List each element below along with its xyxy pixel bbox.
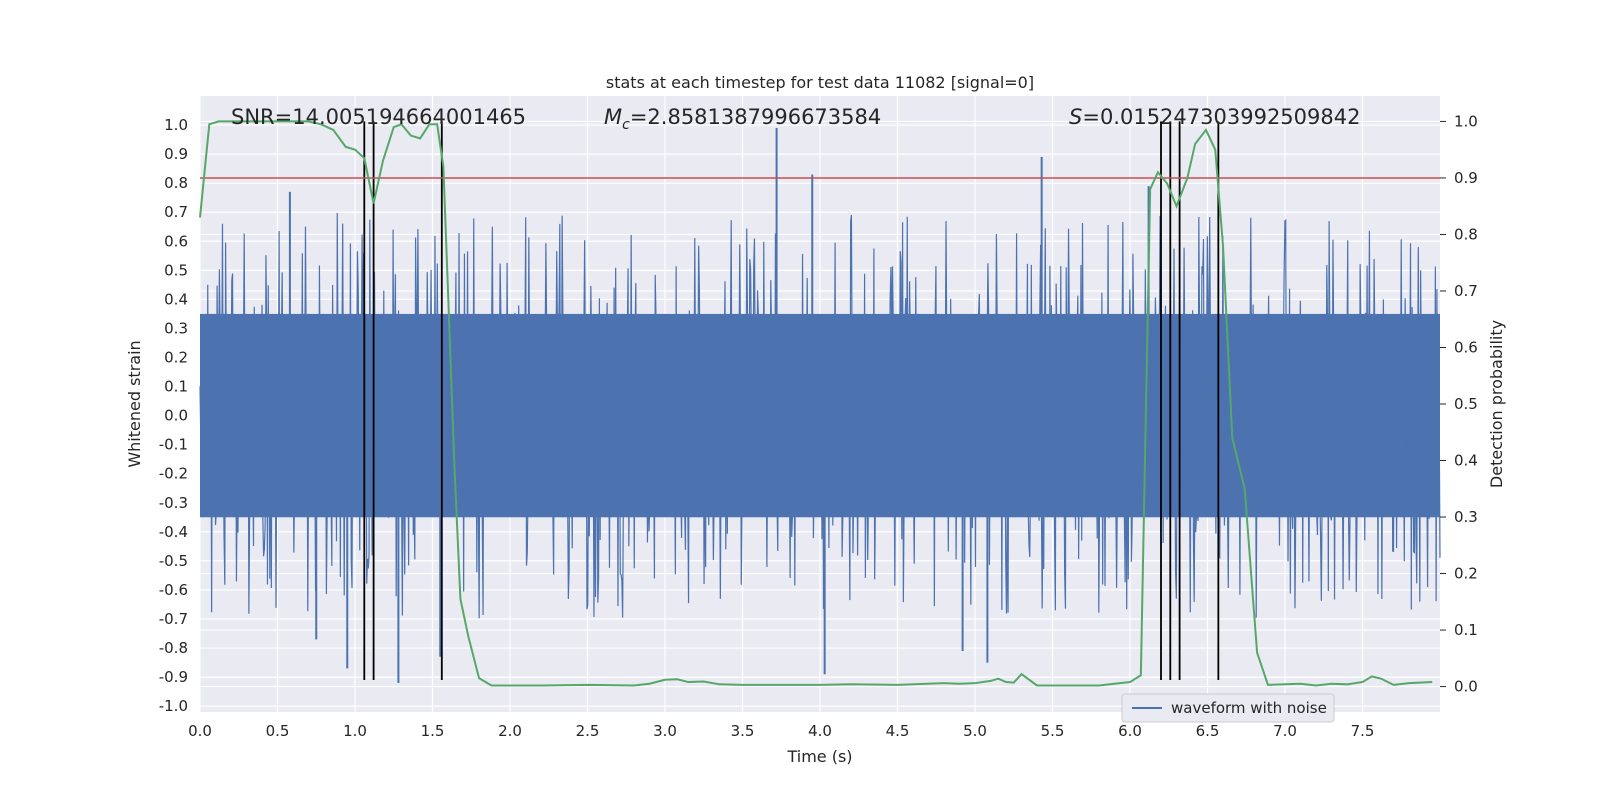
y2-tick-label: 0.3: [1454, 508, 1478, 526]
y-tick-label: 0.7: [164, 203, 188, 221]
y2-tick-label: 0.8: [1454, 225, 1478, 243]
y2-tick-label: 0.4: [1454, 452, 1478, 470]
mc-subscript: c: [622, 117, 630, 133]
y-tick-label: -0.4: [159, 523, 188, 541]
y-tick-label: 0.6: [164, 232, 188, 250]
x-tick-label: 2.0: [498, 722, 522, 740]
y2-tick-label: 1.0: [1454, 112, 1478, 130]
legend: waveform with noise: [1121, 693, 1335, 723]
y2-tick-label: 0.0: [1454, 678, 1478, 696]
series-detection-probability: [199, 120, 1433, 687]
x-tick-label: 4.5: [886, 722, 910, 740]
snr-annotation: SNR=14.005194664001465: [231, 105, 526, 129]
x-tick-label: 1.0: [343, 722, 367, 740]
y-tick-label: 0.0: [164, 407, 188, 425]
y2-tick-label: 0.2: [1454, 565, 1478, 583]
y-tick-label: 0.1: [164, 378, 188, 396]
y-tick-label: -0.7: [159, 610, 188, 628]
x-tick-label: 1.5: [421, 722, 445, 740]
x-tick-label: 6.0: [1118, 722, 1142, 740]
y-axis-label: Whitened strain: [125, 340, 144, 467]
x-tick-label: 4.0: [808, 722, 832, 740]
y-tick-label: -0.1: [159, 436, 188, 454]
y2-tick-label: 0.9: [1454, 169, 1478, 187]
y2-tick-label: 0.5: [1454, 395, 1478, 413]
y-tick-label: -0.6: [159, 581, 188, 599]
x-tick-label: 7.5: [1351, 722, 1375, 740]
y-tick-label: 1.0: [164, 116, 188, 134]
x-tick-label: 3.0: [653, 722, 677, 740]
y-tick-label: 0.4: [164, 290, 188, 308]
y-tick-label: -1.0: [159, 697, 188, 715]
x-axis-label: Time (s): [786, 747, 852, 766]
y-tick-label: 0.3: [164, 319, 188, 337]
x-tick-label: 7.0: [1273, 722, 1297, 740]
x-tick-label: 0.0: [188, 722, 212, 740]
y-tick-label: -0.3: [159, 494, 188, 512]
mc-symbol: M: [604, 105, 622, 129]
x-tick-labels: 0.0 0.5 1.0 1.5 2.0 2.5 3.0 3.5 4.0 4.5 5.0 5.5 6.0 6…: [188, 722, 1374, 740]
x-tick-label: 0.5: [266, 722, 290, 740]
y2-tick-labels: 0.0 0.1 0.2 0.3 0.4 0.5 0.6 0.7 0.8 0.9 1.0: [1440, 112, 1478, 696]
mc-annotation: Mc=2.8581387996673584: [604, 105, 881, 133]
y-tick-label: 0.8: [164, 174, 188, 192]
series-waveform-with-noise: [199, 127, 1441, 683]
y2-tick-label: 0.7: [1454, 282, 1478, 300]
y-tick-label: 0.5: [164, 261, 188, 279]
chart-title: stats at each timestep for test data 110…: [606, 73, 1034, 92]
s-symbol: S: [1069, 105, 1082, 129]
mc-value: =2.8581387996673584: [630, 105, 881, 129]
y-tick-label: -0.5: [159, 552, 188, 570]
x-tick-label: 3.5: [731, 722, 755, 740]
s-annotation: S=0.015247303992509842: [1069, 105, 1360, 129]
s-value: =0.015247303992509842: [1082, 105, 1360, 129]
y2-tick-label: 0.6: [1454, 338, 1478, 356]
y-tick-label: 0.9: [164, 145, 188, 163]
legend-entry-waveform: waveform with noise: [1171, 699, 1327, 717]
legend-box: [1121, 693, 1335, 723]
y-tick-label: -0.8: [159, 639, 188, 657]
x-tick-label: 2.5: [576, 722, 600, 740]
x-tick-label: 5.5: [1041, 722, 1065, 740]
detection-markers: [363, 121, 1220, 681]
y-tick-label: 0.2: [164, 349, 188, 367]
y2-tick-label: 0.1: [1454, 621, 1478, 639]
y2-axis-label: Detection probability: [1487, 320, 1506, 488]
y-tick-label: -0.2: [159, 465, 188, 483]
y-tick-labels: -1.0 -0.9 -0.8 -0.7 -0.6 -0.5 -0.4 -0.3 -0.2 -0.1…: [159, 116, 188, 715]
waveform-trace: [199, 212, 1441, 619]
y-tick-label: -0.9: [159, 668, 188, 686]
x-tick-label: 6.5: [1196, 722, 1220, 740]
probability-line: [199, 120, 1433, 687]
x-tick-label: 5.0: [963, 722, 987, 740]
